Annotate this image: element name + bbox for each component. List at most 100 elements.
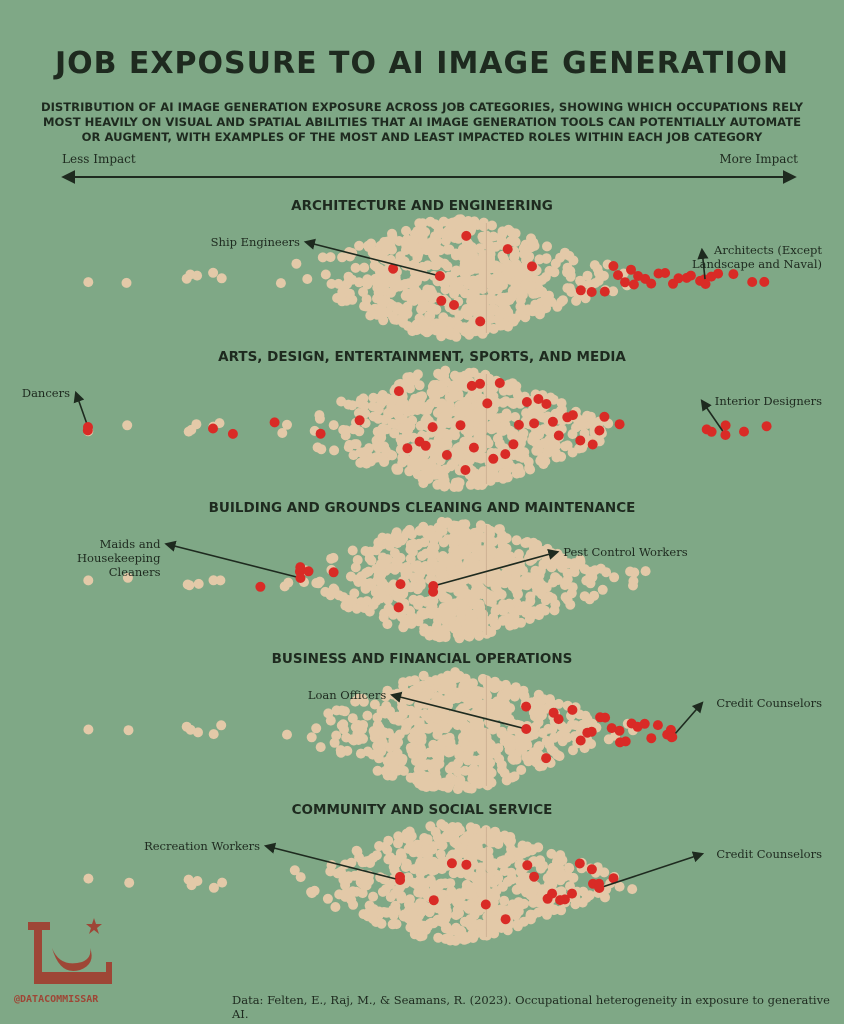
occupation-point: [352, 555, 363, 565]
occupation-point: [373, 442, 384, 453]
occupation-point: [348, 735, 359, 746]
page-title: JOB EXPOSURE TO AI IMAGE GENERATION: [54, 46, 790, 81]
occupation-point: [608, 286, 619, 297]
category-occupation-point: [295, 562, 306, 573]
occupation-point: [507, 313, 518, 324]
annotation-arrow: [303, 238, 441, 277]
occupation-point: [514, 451, 524, 462]
occupation-point: [434, 916, 445, 927]
occupation-point: [451, 620, 462, 631]
category-occupation-point: [500, 914, 511, 925]
occupation-point: [325, 590, 336, 601]
occupation-point: [275, 278, 286, 289]
annotation-line: Cleaners: [109, 565, 161, 579]
occupation-point: [512, 847, 523, 858]
annotation-arrow: [390, 691, 527, 730]
occupation-point: [558, 295, 568, 306]
occupation-point: [555, 886, 565, 897]
occupation-point: [474, 719, 485, 729]
occupation-point: [446, 886, 457, 896]
occupation-point: [452, 766, 463, 777]
occupation-point: [338, 424, 349, 435]
occupation-point: [453, 586, 464, 597]
category-occupation-point: [455, 420, 466, 431]
occupation-point: [124, 877, 135, 888]
occupation-point: [496, 923, 507, 933]
category-title: ARCHITECTURE AND ENGINEERING: [291, 198, 553, 214]
occupation-point: [526, 281, 537, 291]
occupation-point: [408, 397, 419, 407]
occupation-point: [382, 844, 393, 855]
annotation-label: Recreation Workers: [144, 839, 260, 853]
occupation-point: [423, 921, 433, 932]
occupation-point: [464, 367, 475, 378]
occupation-point: [473, 526, 484, 537]
occupation-point: [532, 539, 543, 550]
occupation-point: [302, 274, 313, 284]
occupation-point: [496, 728, 507, 739]
occupation-point: [549, 870, 560, 881]
category-occupation-point: [574, 858, 585, 869]
occupation-point: [387, 919, 398, 930]
annotation-line: Housekeeping: [77, 551, 161, 565]
occupation-point: [510, 236, 521, 247]
occupation-point: [416, 888, 426, 898]
annotated-occupation-point: [434, 271, 445, 281]
occupation-point: [499, 768, 510, 779]
occupation-point: [517, 840, 528, 851]
occupation-point: [215, 575, 226, 586]
occupation-point: [486, 627, 497, 637]
occupation-point: [421, 711, 432, 721]
occupation-point: [377, 886, 388, 897]
occupation-point: [474, 243, 485, 254]
occupation-point: [423, 563, 434, 574]
occupation-point: [464, 882, 475, 893]
occupation-point: [502, 411, 513, 422]
occupation-point: [454, 527, 465, 538]
category-occupation-point: [759, 276, 770, 287]
category-occupation-point: [388, 263, 399, 274]
occupation-point: [398, 456, 409, 467]
occupation-point: [488, 323, 499, 334]
category-title: ARTS, DESIGN, ENTERTAINMENT, SPORTS, AND…: [218, 349, 626, 365]
occupation-point: [291, 258, 302, 269]
occupation-point: [372, 765, 383, 776]
occupation-point: [416, 735, 427, 746]
occupation-point: [373, 404, 384, 415]
occupation-point: [358, 696, 369, 707]
occupation-point: [359, 301, 370, 312]
occupation-point: [442, 534, 453, 545]
occupation-point: [377, 737, 388, 748]
occupation-point: [369, 260, 380, 271]
occupation-point: [496, 589, 507, 600]
occupation-point: [458, 248, 469, 259]
occupation-point: [587, 572, 598, 583]
occupation-point: [382, 393, 393, 404]
occupation-point: [347, 274, 357, 285]
category-occupation-point: [303, 566, 314, 577]
occupation-point: [480, 325, 491, 336]
occupation-point: [432, 692, 443, 702]
annotation-label: Loan Officers: [308, 688, 386, 702]
category-occupation-point: [606, 723, 617, 734]
category-occupation-point: [628, 279, 639, 290]
occupation-point: [564, 283, 575, 294]
occupation-point: [366, 555, 377, 566]
occupation-point: [506, 853, 517, 864]
occupation-point: [413, 446, 423, 457]
category-occupation-point: [639, 718, 650, 729]
occupation-point: [511, 535, 522, 546]
category-occupation-point: [466, 380, 477, 391]
occupation-point: [609, 572, 620, 583]
occupation-point: [567, 582, 578, 593]
occupation-point: [435, 381, 446, 392]
logo-hammer-shape: [28, 922, 112, 984]
occupation-point: [569, 567, 580, 578]
occupation-point: [405, 539, 416, 550]
occupation-point: [349, 588, 360, 599]
occupation-point: [454, 866, 465, 877]
occupation-point: [515, 438, 526, 449]
occupation-point: [326, 278, 337, 289]
occupation-point: [389, 428, 400, 439]
